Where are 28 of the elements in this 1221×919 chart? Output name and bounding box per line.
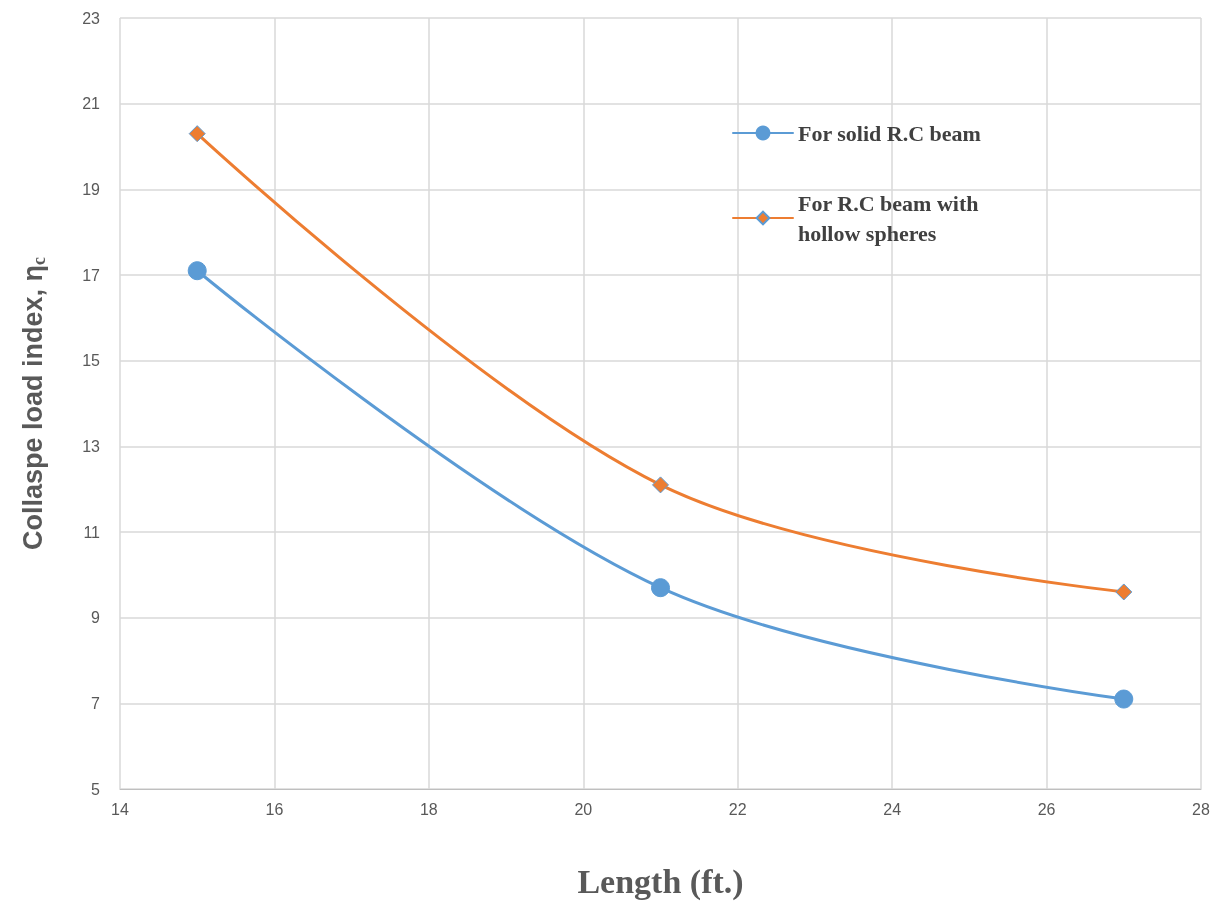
y-axis-title: Collaspe load index, ηc [18,256,49,551]
y-tick-label: 9 [91,609,101,627]
point [187,261,207,281]
y-tick-label: 7 [91,694,101,712]
y-tick-label: 11 [83,523,101,541]
legend-label: For solid R.C beam [798,120,981,146]
x-axis-title: Length (ft.) [577,862,744,901]
point [1114,689,1134,709]
x-tick-label: 24 [883,800,902,818]
y-tick-label: 19 [82,180,101,198]
y-tick-label: 13 [82,437,101,455]
y-tick-label: 23 [82,9,101,27]
legend-label: For R.C beam with hollow spheres [798,190,984,246]
point [188,125,206,143]
x-tick-label: 20 [574,800,593,818]
point [651,578,670,598]
x-tick-label: 16 [265,800,284,818]
x-tick-label: 22 [728,800,747,818]
x-tick-label: 14 [111,800,129,818]
point [652,476,669,494]
y-tick-label: 17 [82,266,101,284]
y-tick-label: 5 [91,780,101,798]
x-tick-label: 18 [419,800,438,818]
x-tick-label: 26 [1037,800,1056,818]
point [1115,583,1133,601]
x-tick-label: 28 [1192,800,1210,818]
y-tick-label: 21 [82,95,101,113]
y-tick-label: 15 [82,352,101,370]
